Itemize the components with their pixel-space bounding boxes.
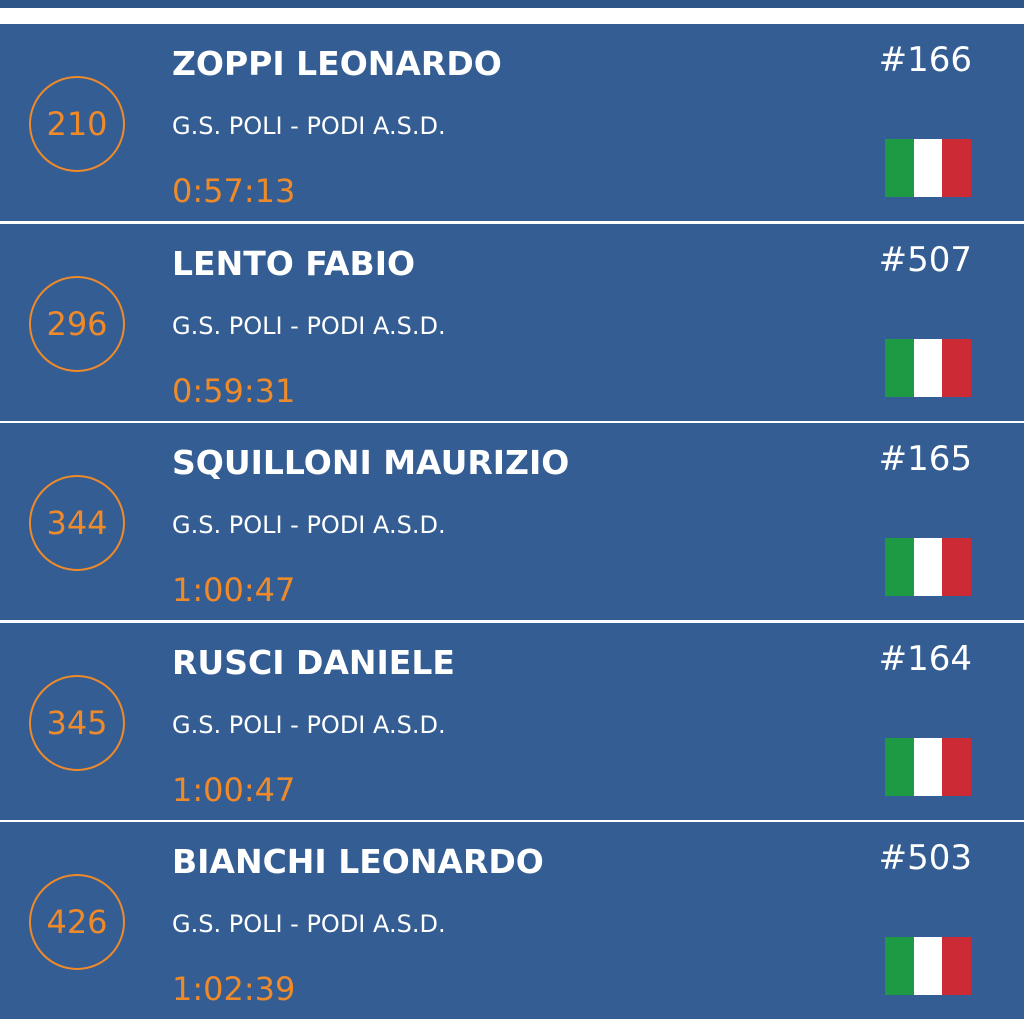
flag-stripe [913,538,943,596]
bib-number: #165 [878,439,972,479]
team-name: G.S. POLI - PODI A.S.D. [172,710,446,739]
team-name: G.S. POLI - PODI A.S.D. [172,112,446,140]
finish-time: 0:57:13 [172,172,296,210]
flag-stripe [942,737,972,796]
flag-stripe [885,338,914,397]
flag-stripe [885,538,914,596]
result-row[interactable]: 296 LENTO FABIO G.S. POLI - PODI A.S.D. 0:5… [0,223,1024,421]
flag-stripe [942,338,972,397]
bib-number: #166 [878,40,972,80]
result-row[interactable]: 210 ZOPPI LEONARDO G.S. POLI - PODI A.S.D.… [0,24,1024,221]
flag-stripe [913,937,943,995]
bib-number: #503 [878,838,972,878]
flag-stripe [942,538,972,596]
flag-stripe [942,937,972,995]
flag-stripe [913,338,943,397]
result-row[interactable]: 344 SQUILLONI MAURIZIO G.S. POLI - PODI A.… [0,423,1024,620]
team-name: G.S. POLI - PODI A.S.D. [172,311,446,340]
position-badge: 426 [29,874,125,970]
athlete-name: BIANCHI LEONARDO [172,842,544,881]
flag-stripe [913,139,943,197]
finish-time: 1:02:39 [172,970,296,1008]
athlete-name: SQUILLONI MAURIZIO [172,443,570,482]
position-badge: 345 [29,674,125,771]
flag-stripe [942,139,972,197]
flag-stripe [913,737,943,796]
position-badge: 344 [29,475,125,571]
athlete-name: ZOPPI LEONARDO [172,44,502,83]
country-flag [885,139,972,197]
flag-stripe [885,737,914,796]
position-badge: 210 [29,76,125,172]
country-flag [885,937,972,995]
top-bar [0,0,1024,8]
finish-time: 1:00:47 [172,571,296,609]
country-flag [885,338,972,397]
result-row[interactable]: 426 BIANCHI LEONARDO G.S. POLI - PODI A.S.… [0,822,1024,1019]
bib-number: #164 [878,638,972,679]
flag-stripe [885,937,914,995]
country-flag [885,737,972,796]
finish-time: 1:00:47 [172,770,296,809]
country-flag [885,538,972,596]
team-name: G.S. POLI - PODI A.S.D. [172,511,446,539]
finish-time: 0:59:31 [172,371,296,410]
athlete-name: LENTO FABIO [172,243,416,283]
position-badge: 296 [29,275,125,372]
team-name: G.S. POLI - PODI A.S.D. [172,910,446,938]
athlete-name: RUSCI DANIELE [172,642,455,682]
bib-number: #507 [878,239,972,280]
flag-stripe [885,139,914,197]
result-row[interactable]: 345 RUSCI DANIELE G.S. POLI - PODI A.S.D. 1… [0,622,1024,820]
